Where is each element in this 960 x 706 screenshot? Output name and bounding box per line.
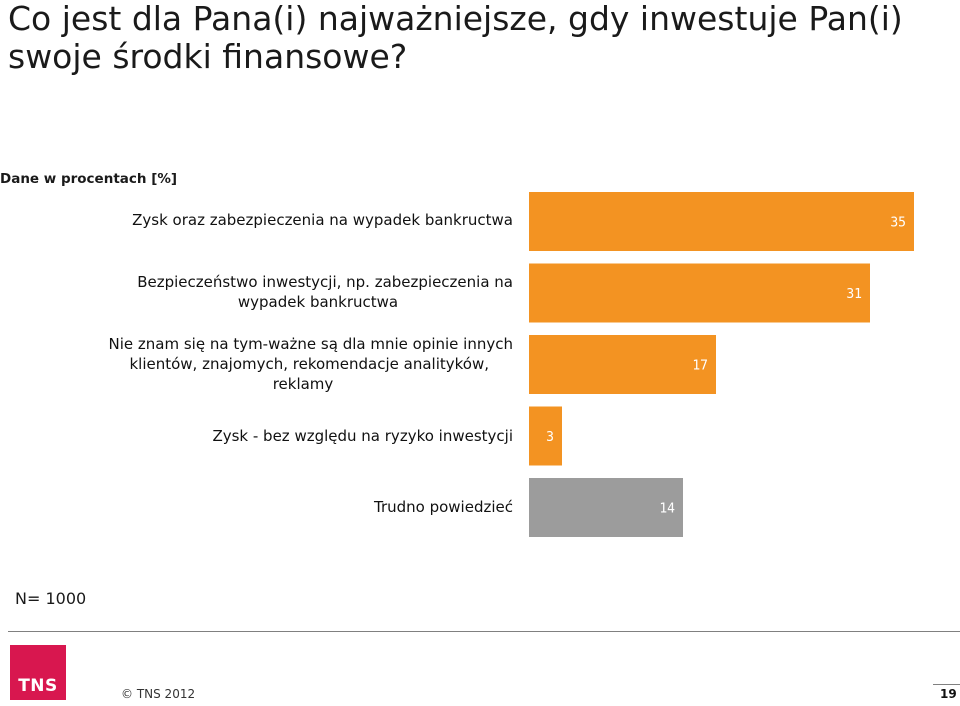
category-label-2: Nie znam się na tym-ważne są dla mnie op… — [33, 334, 513, 394]
bar-value-label-1: 31 — [846, 287, 862, 302]
sample-size: N= 1000 — [15, 589, 87, 608]
category-label-line: Nie znam się na tym-ważne są dla mnie op… — [108, 335, 513, 353]
bar-1 — [529, 263, 870, 323]
category-label-line: wypadek bankructwa — [237, 292, 399, 311]
bar-value-label-3: 3 — [546, 430, 554, 445]
bar-0 — [529, 192, 914, 251]
bar-chart: 35 31 17 3 14 — [529, 192, 914, 537]
bar-value-label-4: 14 — [659, 502, 675, 517]
category-label-3: Zysk - bez względu na ryzyko inwestycji — [33, 426, 513, 446]
page-number-divider — [933, 684, 960, 685]
copyright: © TNS 2012 — [121, 687, 196, 701]
category-label-line: Zysk - bez względu na ryzyko inwestycji — [212, 426, 513, 445]
category-label-0: Zysk oraz zabezpieczenia na wypadek bank… — [33, 210, 513, 230]
page-number: 19 — [940, 687, 957, 701]
category-label-line: klientów, znajomych, rekomendacje analit… — [129, 355, 489, 373]
category-label-line: Bezpieczeństwo inwestycji, np. zabezpiec… — [137, 272, 513, 291]
bar-4 — [529, 478, 683, 537]
bar-value-label-2: 17 — [692, 359, 708, 374]
bar-3 — [529, 406, 562, 466]
tns-logo: TNS — [10, 645, 66, 700]
bar-2 — [529, 335, 716, 394]
category-label-line: reklamy — [272, 375, 334, 393]
category-label-4: Trudno powiedzieć — [33, 497, 513, 517]
bar-value-label-0: 35 — [890, 216, 906, 231]
tns-logo-text: TNS — [18, 676, 58, 696]
footer-divider — [8, 631, 960, 632]
category-label-line: Trudno powiedzieć — [373, 498, 513, 516]
data-unit-note: Dane w procentach [%] — [0, 171, 178, 187]
category-label-line: Zysk oraz zabezpieczenia na wypadek bank… — [132, 211, 513, 229]
category-label-1: Bezpieczeństwo inwestycji, np. zabezpiec… — [33, 272, 513, 312]
slide-title: Co jest dla Pana(i) najważniejsze, gdy i… — [8, 0, 903, 76]
